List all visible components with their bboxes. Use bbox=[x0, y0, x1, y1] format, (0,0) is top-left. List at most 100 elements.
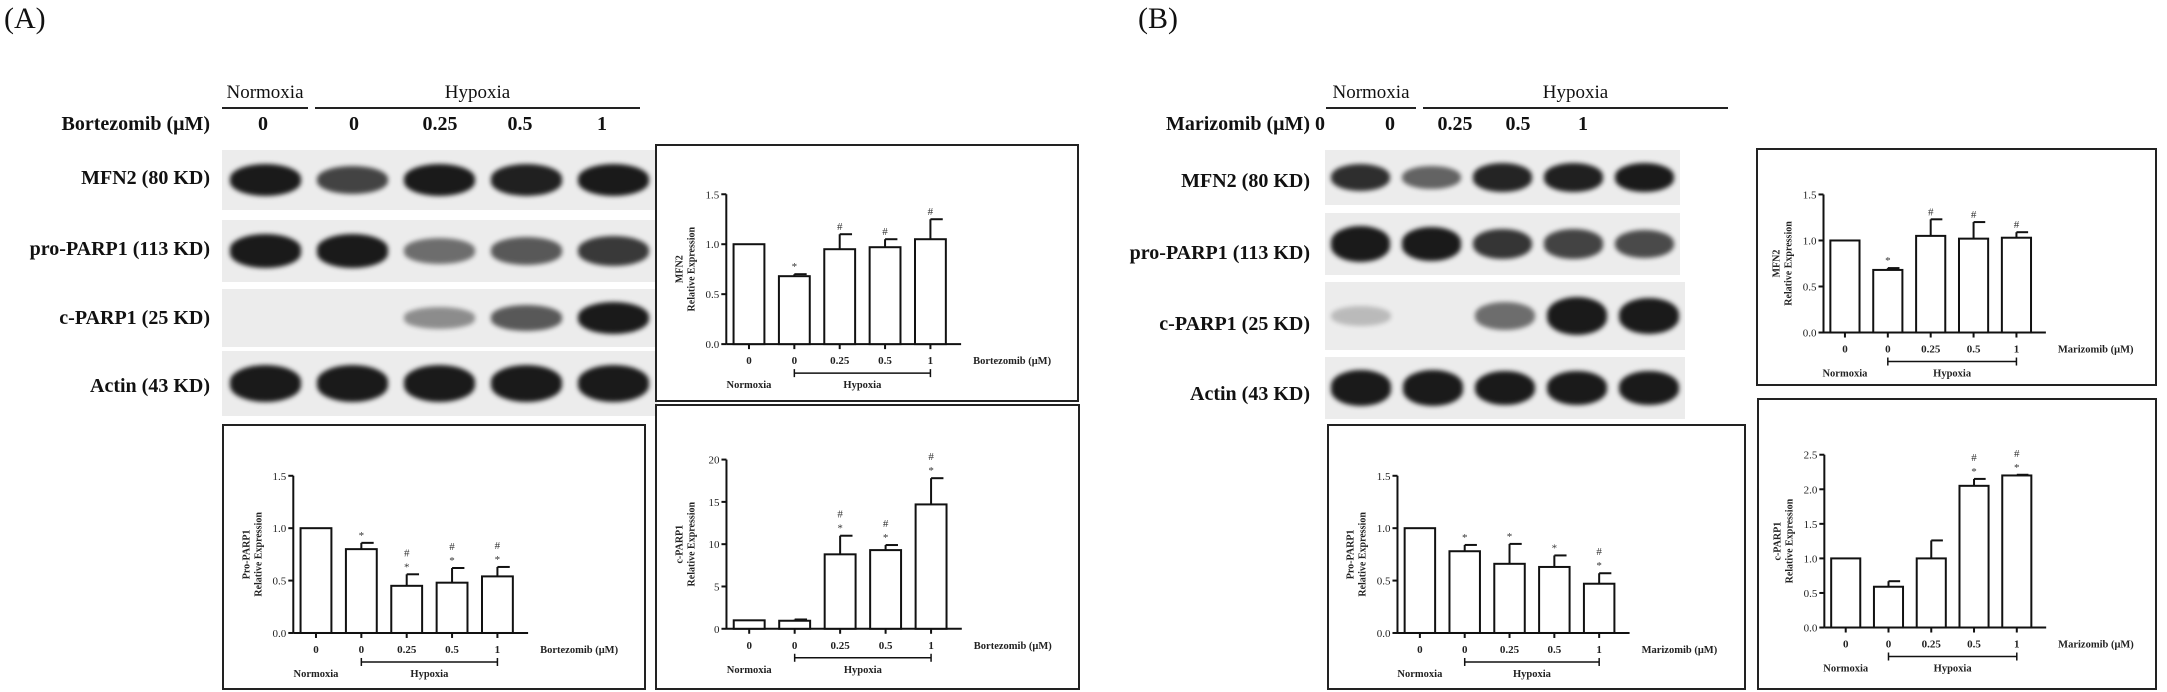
significance-mark: # bbox=[1971, 452, 1977, 464]
bar-chart: 0.0 0.5 1.0 1.5 MFN2Relative Expression 0 * 0 #0… bbox=[674, 189, 1051, 391]
significance-mark: * bbox=[837, 523, 843, 535]
normoxia-group-label: Normoxia bbox=[1822, 369, 1868, 380]
dose-label: 0.25 bbox=[1437, 113, 1473, 135]
blot-band bbox=[1402, 227, 1461, 261]
blot-band bbox=[490, 365, 563, 402]
y-tick-label: 1.0 bbox=[1804, 553, 1818, 565]
blot-band bbox=[403, 307, 476, 329]
significance-mark: * bbox=[1971, 466, 1977, 478]
y-tick-label: 1.5 bbox=[1804, 519, 1818, 531]
significance-mark: * bbox=[883, 532, 889, 544]
bar bbox=[1872, 585, 1905, 629]
bar bbox=[1493, 562, 1526, 634]
x-tick-label: 1 bbox=[928, 355, 934, 367]
dose-label: 0 bbox=[349, 113, 359, 135]
blot-band bbox=[490, 305, 563, 331]
x-tick-label: 0.25 bbox=[831, 640, 851, 652]
blot-row-label: pro-PARP1 (113 KD) bbox=[1129, 242, 1310, 264]
bar bbox=[869, 549, 903, 630]
y-tick-label: 1.0 bbox=[273, 523, 287, 535]
significance-mark: * bbox=[792, 261, 798, 273]
dose-label: 0 bbox=[1385, 113, 1395, 135]
blot-row-label: MFN2 (80 KD) bbox=[1181, 170, 1310, 192]
blot-band bbox=[403, 238, 476, 264]
blot-band bbox=[1544, 229, 1603, 259]
blot-band bbox=[1615, 229, 1674, 259]
x-tick-label: 0.5 bbox=[1547, 644, 1561, 656]
y-tick-label: 15 bbox=[708, 497, 720, 509]
dose-label: 0.5 bbox=[1505, 113, 1531, 135]
x-tick-label: 0.5 bbox=[1967, 639, 1981, 651]
blot-band bbox=[1473, 228, 1532, 260]
y-tick-label: 0.5 bbox=[273, 576, 287, 588]
bar bbox=[1957, 237, 1990, 334]
dose-label: 0 bbox=[1315, 113, 1325, 135]
x-tick-label: 0.25 bbox=[1922, 639, 1942, 651]
significance-mark: * bbox=[928, 465, 934, 477]
x-tick-label: 0 bbox=[1885, 344, 1891, 356]
bar bbox=[299, 527, 333, 634]
blot-row-label: Actin (43 KD) bbox=[90, 375, 210, 397]
x-tick-label: 0.5 bbox=[445, 644, 459, 656]
x-tick-label: 0 bbox=[1843, 639, 1849, 651]
dose-label: 1 bbox=[1578, 113, 1588, 135]
x-tick-label: 0 bbox=[313, 644, 319, 656]
blot-row-label: MFN2 (80 KD) bbox=[81, 167, 210, 189]
y-tick-label: 1.0 bbox=[1377, 523, 1391, 535]
x-tick-label: 0.25 bbox=[1921, 344, 1941, 356]
x-tick-label: 1 bbox=[2014, 344, 2020, 356]
chart-a-c-parp1: 0 5 10 15 20 c-PARP1Relative Expression 0 0 * #0.… bbox=[655, 404, 1080, 690]
drug-label: Marizomib (μM) bbox=[1165, 113, 1310, 135]
blot-band bbox=[490, 164, 563, 196]
significance-mark: * bbox=[1885, 255, 1891, 267]
y-tick-label: 2.0 bbox=[1804, 484, 1818, 496]
hypoxia-group-label: Hypoxia bbox=[844, 665, 883, 676]
blot-band bbox=[577, 235, 650, 267]
y-axis-label: MFN2Relative Expression bbox=[1772, 221, 1795, 306]
blot-band bbox=[1331, 226, 1390, 262]
blot-band bbox=[1403, 370, 1463, 406]
y-tick-label: 1.5 bbox=[1803, 189, 1817, 201]
blot-band bbox=[229, 365, 302, 402]
bar-chart: 0.0 0.5 1.0 1.5 Pro-PARP1Relative Expression… bbox=[1345, 471, 1717, 680]
significance-mark: * bbox=[2014, 462, 2020, 474]
x-tick-label: 0.5 bbox=[1967, 344, 1981, 356]
significance-mark: * bbox=[495, 554, 501, 566]
blot-strip-c-parp1 bbox=[1325, 282, 1685, 350]
normoxia-header: Normoxia bbox=[1332, 82, 1410, 103]
dose-label: 0.25 bbox=[422, 113, 458, 135]
hypoxia-group-label: Hypoxia bbox=[1934, 664, 1973, 675]
blot-band bbox=[229, 163, 302, 197]
normoxia-line bbox=[1326, 107, 1416, 109]
x-axis-label: Bortezomib (μM) bbox=[974, 641, 1052, 652]
bar bbox=[1582, 582, 1616, 634]
y-axis-label: c-PARP1Relative Expression bbox=[1772, 498, 1795, 583]
significance-mark: # bbox=[1596, 546, 1602, 558]
x-axis-label: Marizomib (μM) bbox=[2058, 640, 2134, 651]
bar bbox=[778, 619, 812, 630]
significance-mark: * bbox=[1507, 531, 1513, 543]
x-tick-label: 0.25 bbox=[830, 355, 850, 367]
significance-mark: # bbox=[495, 540, 501, 552]
bar bbox=[435, 581, 469, 634]
chart-b-c-parp1: 0.0 0.5 1.0 1.5 2.0 2.5 c-PARP1Relative Expres… bbox=[1757, 398, 2157, 690]
blot-band bbox=[1331, 163, 1390, 192]
hypoxia-group-label: Hypoxia bbox=[843, 380, 882, 391]
significance-mark: * bbox=[1596, 560, 1602, 572]
y-tick-label: 0 bbox=[714, 624, 720, 636]
dose-label: 0 bbox=[258, 113, 268, 135]
y-tick-label: 2.5 bbox=[1804, 450, 1818, 462]
blot-row-label: c-PARP1 (25 KD) bbox=[59, 307, 210, 329]
hypoxia-group-label: Hypoxia bbox=[1933, 369, 1972, 380]
blot-band bbox=[1475, 301, 1535, 331]
blot-strip-actin bbox=[222, 351, 657, 416]
bar-chart: 0.0 0.5 1.0 1.5 MFN2Relative Expression 0 * 0 #0… bbox=[1772, 189, 2135, 380]
blot-band bbox=[1402, 165, 1461, 190]
y-tick-label: 0.0 bbox=[706, 339, 720, 351]
blot-band bbox=[577, 301, 650, 335]
hypoxia-group-label: Hypoxia bbox=[410, 669, 449, 680]
significance-mark: # bbox=[1928, 206, 1934, 218]
hypoxia-group-label: Hypoxia bbox=[1513, 669, 1552, 680]
x-tick-label: 0 bbox=[792, 640, 798, 652]
bar bbox=[732, 619, 766, 630]
